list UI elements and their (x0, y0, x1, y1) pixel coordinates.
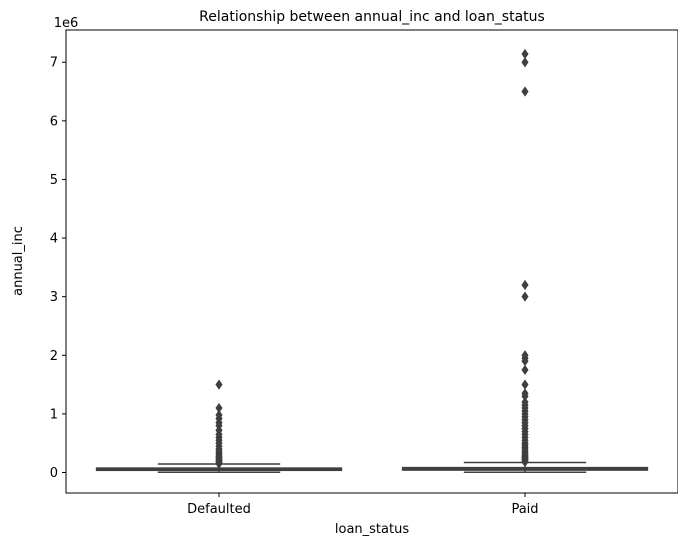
y-axis-label: annual_inc (11, 226, 26, 296)
outlier-point (521, 86, 529, 97)
outlier-point (521, 291, 529, 302)
x-axis-label: loan_status (335, 522, 409, 537)
boxes (95, 48, 649, 474)
y-tick-label: 5 (50, 173, 58, 188)
y-tick-label: 6 (50, 114, 58, 129)
outlier-point (521, 350, 529, 361)
outlier-point (521, 279, 529, 291)
outlier-point (521, 57, 529, 68)
y-axis: 0 1 2 3 4 5 6 7 (50, 56, 66, 481)
chart-title: Relationship between annual_inc and loan… (199, 9, 545, 25)
outlier-point (521, 48, 529, 60)
y-tick-label: 1 (50, 407, 58, 422)
y-tick-label: 3 (50, 290, 58, 305)
x-axis: Defaulted Paid (187, 493, 539, 517)
y-offset-label: 1e6 (54, 16, 79, 31)
x-tick-label: Defaulted (187, 502, 251, 517)
outlier-point (521, 397, 529, 408)
outlier-point (215, 402, 223, 414)
box-paid (401, 48, 649, 474)
plot-area (65, 29, 678, 494)
x-tick-label: Paid (511, 502, 538, 517)
y-tick-label: 7 (50, 56, 58, 71)
outlier-point (215, 379, 223, 390)
y-tick-label: 2 (50, 349, 58, 364)
outlier-point (521, 379, 529, 390)
outlier-point (521, 364, 529, 376)
y-tick-label: 0 (50, 466, 58, 481)
outlier-point (215, 409, 223, 421)
y-tick-label: 4 (50, 232, 58, 247)
outlier-point (521, 388, 529, 399)
box-defaulted (95, 379, 343, 474)
